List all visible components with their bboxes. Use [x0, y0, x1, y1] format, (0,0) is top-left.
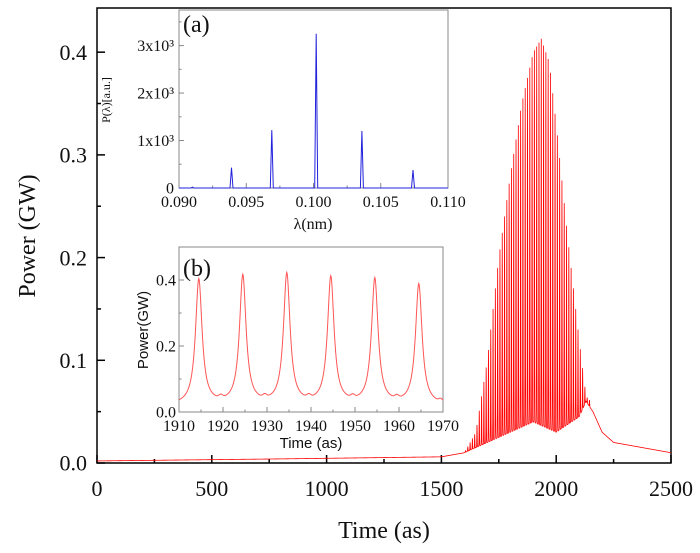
inset-b-x-tick-label: 1950 [339, 418, 371, 435]
inset-a-frame [178, 9, 449, 189]
inset-b-y-tick-label: 0.2 [156, 339, 176, 356]
inset-a-spectrum-line [179, 33, 448, 189]
inset-a-x-tick-label: 0.090 [161, 194, 197, 211]
inset-a-x-tick-label: 0.105 [363, 194, 399, 211]
inset-a-y-tick-label: 0 [166, 181, 174, 198]
inset-a-y-tick-label: 3x10³ [137, 38, 174, 55]
main-x-axis-label: Time (as) [338, 518, 430, 544]
inset-b-x-tick-label: 1920 [207, 418, 239, 435]
main-series-line [96, 38, 672, 462]
inset-a-x-tick-label: 0.100 [296, 194, 332, 211]
inset-b-x-tick-label: 1940 [295, 418, 327, 435]
main-y-tick-label: 0.0 [60, 451, 88, 476]
inset-b-panel-label: (b) [183, 256, 211, 282]
inset-a-y-axis-label: P(λ)[a.u.] [99, 77, 113, 123]
inset-b-series-line [178, 270, 444, 401]
inset-b-x-tick-label: 1930 [251, 418, 283, 435]
main-y-tick-label: 0.2 [60, 245, 88, 270]
main-x-tick-label: 500 [195, 476, 228, 501]
main-y-tick-label: 0.1 [60, 348, 88, 373]
inset-a-x-tick-label: 0.095 [228, 194, 264, 211]
inset-a-y-tick-label: 2x10³ [137, 86, 174, 103]
inset-a-y-tick-label: 1x10³ [137, 133, 174, 150]
main-y-tick-label: 0.4 [60, 40, 88, 65]
inset-b-y-tick-label: 0.4 [156, 273, 176, 290]
main-x-tick-label: 1500 [419, 476, 463, 501]
inset-b-x-tick-label: 1910 [163, 418, 195, 435]
inset-a-panel-label: (a) [183, 12, 210, 38]
main-x-tick-label: 2000 [534, 476, 578, 501]
inset-b-y-tick-label: 0.0 [156, 405, 176, 422]
main-x-tick-label: 0 [92, 476, 103, 501]
main-x-tick-label: 2500 [649, 476, 693, 501]
inset-b-frame [178, 246, 444, 413]
inset-b-x-axis-label: Time (as) [280, 435, 343, 452]
inset-b-x-tick-label: 1970 [427, 418, 459, 435]
inset-a-x-axis-label: λ(nm) [294, 216, 333, 233]
inset-a-x-tick-label: 0.110 [430, 194, 465, 211]
main-y-axis-label: Power (GW) [15, 174, 41, 297]
inset-b-y-axis-label: Power(GW) [135, 291, 152, 369]
inset-b-x-tick-label: 1960 [383, 418, 415, 435]
main-x-tick-label: 1000 [305, 476, 349, 501]
main-y-tick-label: 0.3 [60, 143, 88, 168]
